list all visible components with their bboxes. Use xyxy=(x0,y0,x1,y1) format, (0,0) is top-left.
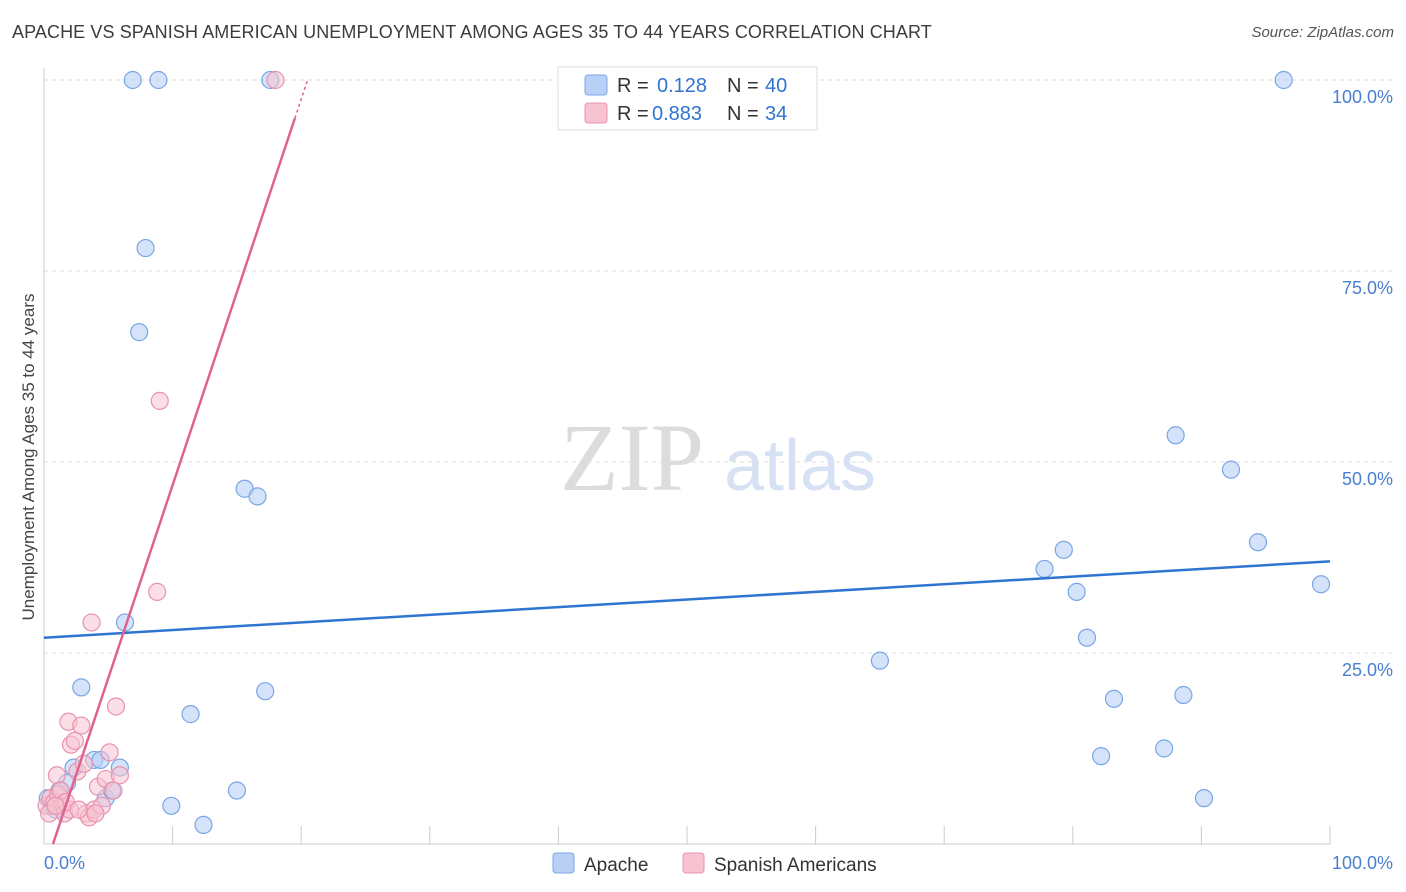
spanish-swatch xyxy=(584,102,608,124)
spanish-point xyxy=(100,743,119,762)
spanish-point xyxy=(46,796,65,815)
stats-legend: R = 0.128 N = 40 R = 0.883 N = 34 xyxy=(557,66,818,131)
spanish-point xyxy=(104,781,123,800)
x-tick-label: 100.0% xyxy=(1332,853,1393,873)
spanish-points xyxy=(37,70,285,827)
apache-point xyxy=(149,70,168,90)
y-tick-label: 25.0% xyxy=(1342,660,1393,680)
spanish-point xyxy=(47,766,66,785)
apache-trend-line xyxy=(43,560,1331,639)
spanish-r-label: R = xyxy=(617,103,649,125)
spanish-point xyxy=(65,731,84,750)
source-credit: Source: ZipAtlas.com xyxy=(1251,24,1394,41)
apache-point xyxy=(1091,747,1111,766)
apache-point xyxy=(1194,789,1214,808)
watermark-atlas: atlas xyxy=(724,426,876,506)
apache-point xyxy=(136,238,155,258)
y-tick-label: 75.0% xyxy=(1342,278,1393,298)
apache-point xyxy=(1174,685,1193,705)
apache-point xyxy=(1104,689,1124,708)
apache-point xyxy=(248,487,267,506)
apache-n-value: 40 xyxy=(765,75,787,97)
spanish-point xyxy=(106,697,126,716)
spanish-point xyxy=(266,70,285,90)
apache-point xyxy=(870,651,890,670)
y-axis-title: Unemployment Among Ages 35 to 44 years xyxy=(19,294,38,621)
apache-point xyxy=(1248,533,1268,552)
legend-spanish-swatch xyxy=(682,852,705,874)
spanish-point xyxy=(86,804,105,823)
apache-point xyxy=(1077,628,1097,647)
spanish-point xyxy=(148,582,167,601)
y-tick-label: 50.0% xyxy=(1342,469,1393,489)
apache-point xyxy=(1155,739,1174,758)
apache-point xyxy=(72,678,91,697)
apache-point xyxy=(194,815,213,835)
apache-point xyxy=(1274,70,1293,90)
x-tick-label: 0.0% xyxy=(44,853,85,873)
legend-spanish-label: Spanish Americans xyxy=(714,855,877,876)
spanish-point xyxy=(72,716,91,735)
spanish-n-value: 34 xyxy=(765,103,787,125)
y-tick-label: 100.0% xyxy=(1332,87,1393,107)
legend-apache-swatch xyxy=(552,852,575,874)
legend-apache-label: Apache xyxy=(584,855,648,876)
apache-point xyxy=(1166,426,1185,445)
spanish-trend-extension xyxy=(294,79,309,119)
chart-title: APACHE VS SPANISH AMERICAN UNEMPLOYMENT … xyxy=(12,22,932,42)
apache-swatch xyxy=(584,74,608,96)
apache-n-label: N = xyxy=(727,75,759,97)
spanish-point xyxy=(82,613,101,632)
apache-point xyxy=(1035,559,1054,579)
grid-lines xyxy=(44,79,1395,654)
apache-point xyxy=(162,796,181,815)
apache-point xyxy=(256,682,275,701)
watermark-zip: ZIP xyxy=(560,404,704,511)
apache-point xyxy=(1054,540,1073,559)
axes: 25.0% 50.0% 75.0% 100.0% 0.0% 100.0% xyxy=(43,68,1393,873)
apache-r-value: 0.128 xyxy=(657,75,707,97)
spanish-point xyxy=(110,766,129,785)
apache-point xyxy=(1311,575,1331,594)
spanish-point xyxy=(69,800,88,819)
apache-point xyxy=(1067,582,1086,601)
spanish-trend-line xyxy=(51,117,297,845)
spanish-r-value: 0.883 xyxy=(652,103,702,125)
spanish-n-label: N = xyxy=(727,103,759,125)
apache-r-label: R = xyxy=(617,75,649,97)
apache-point xyxy=(181,705,200,724)
spanish-point xyxy=(150,391,169,410)
apache-point xyxy=(227,781,246,800)
apache-point xyxy=(130,323,149,342)
apache-point xyxy=(1221,460,1241,479)
trend-lines xyxy=(43,79,1331,845)
series-legend: Apache Spanish Americans xyxy=(552,852,877,876)
apache-point xyxy=(123,70,142,90)
